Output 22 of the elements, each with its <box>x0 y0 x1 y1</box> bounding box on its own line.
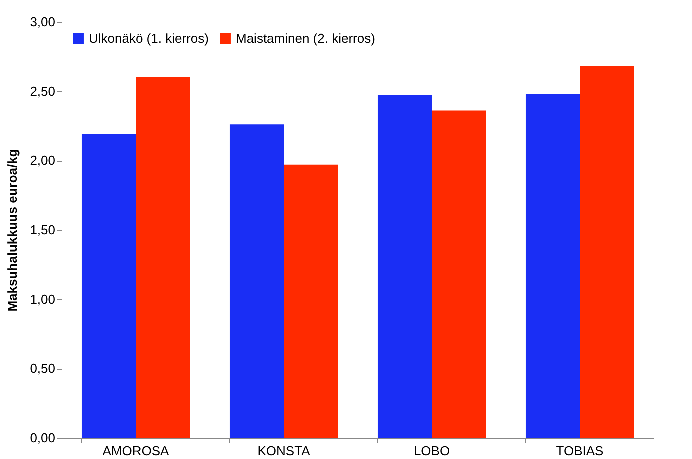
legend-label: Ulkonäkö (1. kierros) <box>89 30 209 46</box>
bar <box>136 77 190 438</box>
y-axis-title: Maksuhalukkuus euroa/kg <box>5 149 20 312</box>
y-tick-label: 3,00 <box>30 14 56 30</box>
x-tick-label: AMOROSA <box>102 444 170 458</box>
bar <box>230 124 284 438</box>
y-tick-label: 1,00 <box>30 292 56 307</box>
y-tick-label: 0,00 <box>30 430 56 446</box>
y-tick-label: 1,50 <box>30 222 56 238</box>
y-tick-label: 0,50 <box>30 361 56 376</box>
legend-label: Maistaminen (2. kierros) <box>236 30 376 46</box>
y-tick-label: 2,50 <box>30 84 56 99</box>
bar <box>82 134 136 438</box>
x-tick-label: KONSTA <box>258 444 311 458</box>
bar <box>526 94 580 438</box>
y-tick-label: 2,00 <box>30 153 56 168</box>
x-tick-label: TOBIAS <box>556 444 604 458</box>
bar <box>432 110 486 438</box>
x-tick-label: LOBO <box>414 444 450 458</box>
bar <box>378 95 432 438</box>
bar <box>284 164 338 438</box>
bar <box>580 66 634 438</box>
